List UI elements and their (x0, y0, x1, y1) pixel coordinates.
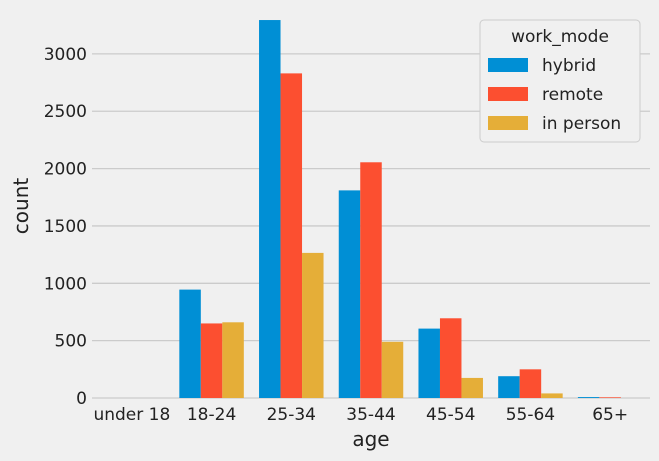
bar-hybrid-55-64 (498, 376, 520, 398)
bar-remote-55-64 (519, 369, 542, 398)
y-tick-label-3000: 3000 (44, 45, 87, 65)
x-axis-ticks: under 18 18-24 25-34 35-44 45-54 55-64 65+ (93, 405, 628, 425)
x-tick-label-45-54: 45-54 (426, 405, 475, 425)
bar-in-person-35-44 (381, 341, 404, 398)
legend-title: work_mode (511, 27, 609, 47)
bar-in-person-45-54 (461, 377, 483, 398)
bar-remote-65 (599, 397, 621, 398)
y-tick-label-1000: 1000 (44, 274, 87, 294)
bar-hybrid-35-44 (338, 190, 361, 398)
x-tick-label-35-44: 35-44 (346, 405, 395, 425)
y-tick-label-2500: 2500 (44, 102, 87, 122)
x-tick-label-25-34: 25-34 (267, 405, 316, 425)
legend-box (479, 19, 641, 143)
legend-swatch-remote (488, 87, 528, 101)
legend-swatch-in-person (488, 116, 528, 130)
bar-hybrid-18-24 (179, 289, 201, 398)
x-axis-label: age (352, 427, 389, 451)
bar-hybrid-25-34 (259, 20, 281, 398)
bar-in-person-25-34 (302, 252, 324, 398)
bar-hybrid-45-54 (418, 328, 440, 398)
legend-swatch-hybrid (488, 58, 528, 72)
legend: work_mode hybrid remote in person (479, 19, 641, 143)
bar-remote-45-54 (439, 318, 462, 398)
bar-hybrid-65 (577, 397, 600, 398)
y-tick-label-1500: 1500 (44, 217, 87, 237)
legend-label-in-person: in person (542, 114, 621, 134)
y-axis-label: count (9, 178, 33, 235)
bar-remote-25-34 (280, 73, 303, 398)
x-tick-label-18-24: 18-24 (187, 405, 236, 425)
y-tick-label-2000: 2000 (44, 160, 87, 180)
bars (179, 20, 621, 398)
y-axis-ticks: 0 500 1000 1500 2000 2500 3000 (44, 45, 87, 409)
y-tick-label-500: 500 (55, 332, 87, 352)
bar-in-person-18-24 (222, 322, 244, 398)
bar-in-person-55-64 (541, 393, 563, 398)
bar-remote-35-44 (360, 162, 382, 398)
bar-remote-18-24 (200, 323, 223, 398)
x-tick-label-65: 65+ (592, 405, 628, 425)
legend-label-hybrid: hybrid (542, 56, 596, 76)
legend-label-remote: remote (542, 85, 603, 105)
x-tick-label-55-64: 55-64 (506, 405, 555, 425)
y-tick-label-0: 0 (76, 389, 87, 409)
x-tick-label-under-18: under 18 (93, 405, 170, 425)
